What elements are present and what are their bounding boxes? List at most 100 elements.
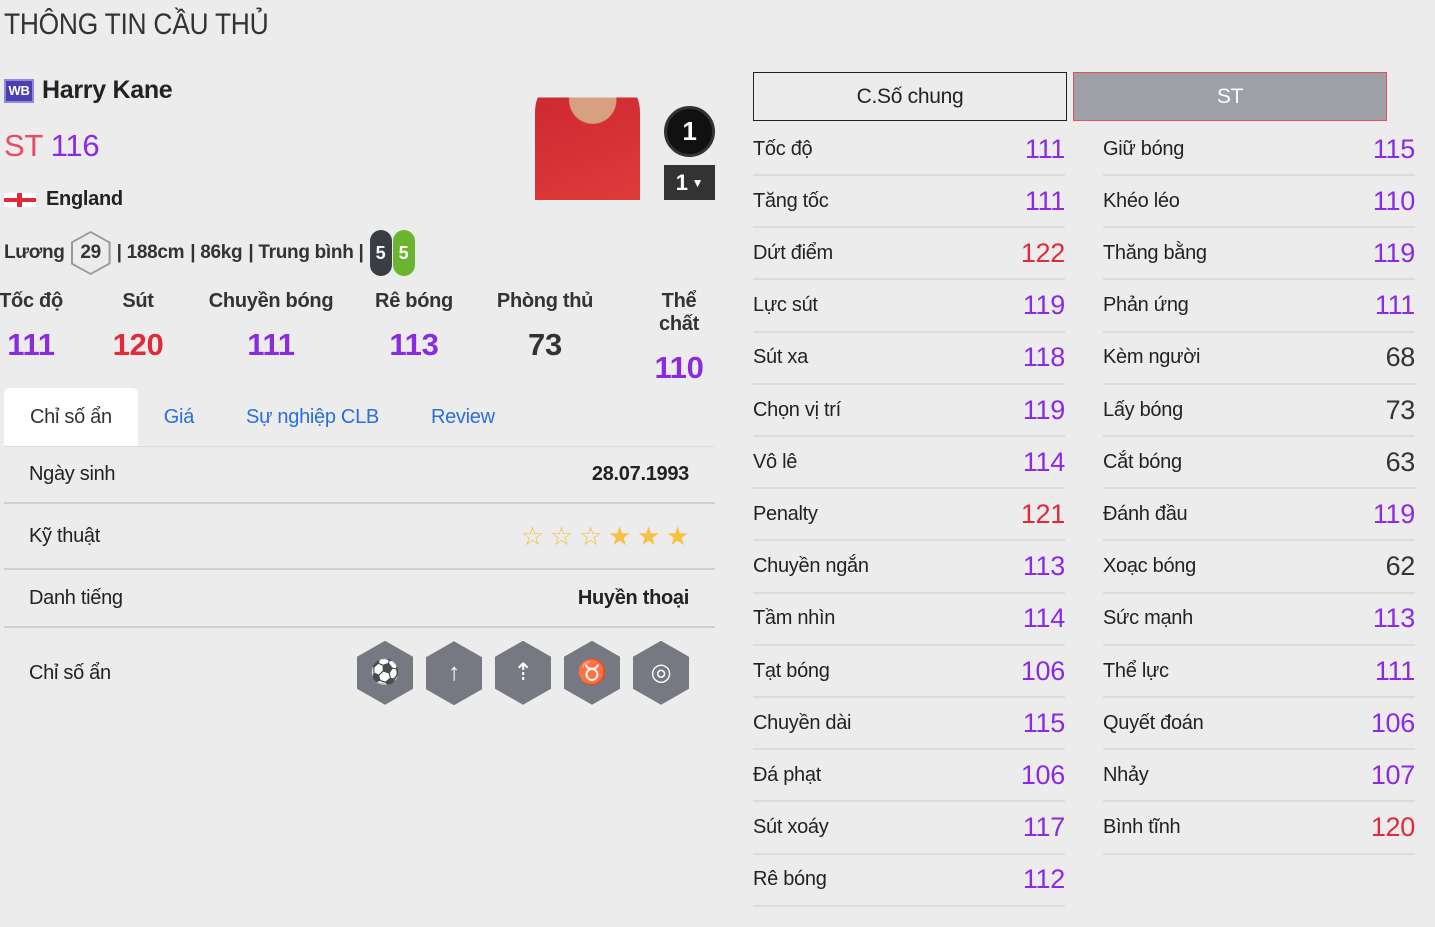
summary-stat-label: Thể chất [659, 290, 699, 335]
tab-review[interactable]: Review [430, 405, 495, 428]
detail-tabs: Chỉ số ẩn Giá Sự nghiệp CLB Review [4, 388, 521, 446]
stat-value: 62 [1385, 551, 1416, 582]
player-photo [535, 72, 640, 200]
stat-row: Tầm nhìn 114 [753, 594, 1065, 646]
summary-stat-value: 111 [247, 327, 295, 362]
stat-value: 119 [1372, 237, 1415, 268]
summary-stats: Tốc độ 111 Sút 120 Chuyền bóng 111 Rê bóng 113 P… [0, 290, 716, 385]
stat-label: Sút xa [753, 346, 808, 369]
tab-hidden-stats[interactable]: Chỉ số ẩn [4, 388, 138, 446]
stat-label: Sút xoáy [753, 816, 829, 839]
stat-value: 122 [1020, 237, 1065, 268]
stat-row: Xoạc bóng 62 [1103, 542, 1415, 594]
traits-row: Chỉ số ẩn ⚽ ↑ ⇡ ♉ ◎ [4, 628, 715, 718]
stat-row: Sút xa 118 [753, 333, 1065, 385]
level-dropdown[interactable]: 1 ▼ [664, 165, 715, 200]
stat-label: Tốc độ [753, 137, 813, 160]
stat-value: 121 [1020, 498, 1065, 529]
left-foot-icon: 5 [369, 230, 392, 276]
stat-value: 120 [1370, 812, 1415, 843]
stat-value: 111 [1024, 185, 1065, 216]
stat-label: Đánh đầu [1103, 502, 1188, 525]
tab-position-st[interactable]: ST [1073, 72, 1387, 121]
stat-row: Lấy bóng 73 [1103, 385, 1415, 437]
stat-value: 110 [1372, 185, 1415, 216]
stat-row: Thăng bằng 119 [1103, 228, 1415, 281]
stat-row: Thể lực 111 [1103, 646, 1415, 698]
stat-value: 107 [1370, 759, 1415, 790]
position-rating: ST 116 [4, 128, 100, 164]
summary-stat-value: 113 [389, 327, 439, 362]
star-filled-icon: ★ [636, 520, 660, 551]
level-value: 1 [675, 169, 688, 195]
stat-label: Xoạc bóng [1103, 555, 1196, 578]
stat-row: Lực sút 119 [753, 281, 1065, 333]
salary: 29 [80, 242, 101, 263]
england-flag-icon [4, 192, 36, 207]
skill-row: Kỹ thuật ☆ ☆ ☆ ★ ★ ★ [4, 504, 715, 570]
star-empty-icon: ☆ [549, 520, 573, 551]
traits-label: Chỉ số ẩn [29, 661, 111, 684]
tab-general-stats[interactable]: C.Số chung [753, 72, 1067, 121]
position: ST [4, 128, 43, 163]
traits-list: ⚽ ↑ ⇡ ♉ ◎ [344, 640, 689, 706]
stat-row: Rê bóng 112 [753, 855, 1065, 907]
stat-value: 106 [1020, 759, 1065, 790]
stat-value: 118 [1022, 342, 1065, 373]
player-name: Harry Kane [42, 76, 173, 104]
stat-value: 111 [1024, 133, 1065, 164]
stat-label: Tầm nhìn [753, 607, 836, 630]
summary-stat-label: Tốc độ [0, 290, 63, 312]
height: | 188cm [116, 242, 185, 263]
finesse-shot-icon: ⚽ [357, 640, 413, 705]
stat-label: Tăng tốc [753, 189, 829, 212]
stat-value: 111 [1374, 290, 1415, 321]
stat-row: Chuyền ngắn 113 [753, 542, 1065, 594]
stat-label: Dứt điểm [753, 241, 833, 264]
stat-label: Phản ứng [1103, 294, 1189, 317]
star-empty-icon: ☆ [520, 520, 544, 551]
player-name-row: WB Harry Kane [4, 76, 173, 105]
summary-stat: Chuyền bóng 111 [209, 290, 334, 363]
stat-label: Kèm người [1103, 346, 1201, 369]
stat-value: 114 [1022, 446, 1065, 477]
stat-label: Lấy bóng [1103, 398, 1183, 421]
stat-row: Nhảy 107 [1103, 750, 1415, 803]
reputation-label: Danh tiếng [29, 586, 123, 609]
tab-club-career[interactable]: Sự nghiệp CLB [246, 405, 379, 428]
stat-row: Cắt bóng 63 [1103, 437, 1416, 490]
stat-row: Penalty 121 [753, 489, 1065, 542]
summary-stat: Sút 120 [113, 290, 164, 363]
stat-label: Thăng bằng [1103, 241, 1207, 264]
stat-row: Quyết đoán 106 [1103, 698, 1415, 751]
summary-stat: Phòng thủ 73 [497, 290, 593, 363]
stat-value: 119 [1372, 498, 1415, 529]
stat-label: Chuyền dài [753, 711, 852, 734]
stat-value: 119 [1022, 290, 1065, 321]
stat-label: Penalty [753, 502, 818, 525]
reputation: Huyền thoại [577, 586, 689, 609]
summary-stat-value: 120 [112, 327, 164, 362]
stat-row: Sút xoáy 117 [753, 803, 1065, 855]
stat-row: Chuyền dài 115 [753, 698, 1065, 751]
stat-value: 111 [1374, 655, 1415, 686]
stat-label: Đá phạt [753, 763, 821, 786]
stat-row: Đánh đầu 119 [1103, 489, 1415, 542]
summary-stat: Rê bóng 113 [375, 290, 453, 363]
stat-label: Thể lực [1103, 659, 1169, 682]
stat-row: Kèm người 68 [1103, 333, 1415, 385]
weight: | 86kg [190, 242, 243, 263]
stat-label: Vô lê [753, 450, 798, 473]
stat-value: 106 [1370, 707, 1415, 738]
stat-value: 113 [1372, 603, 1415, 634]
nation-row: England [4, 188, 123, 211]
stat-value: 63 [1385, 446, 1416, 477]
star-filled-icon: ★ [607, 520, 631, 551]
summary-stat-value: 110 [654, 350, 704, 385]
tab-price[interactable]: Giá [163, 405, 195, 428]
salary-hex: 29 [70, 231, 111, 275]
reputation-row: Danh tiếng Huyền thoại [4, 570, 715, 628]
stat-row: Tạt bóng 106 [753, 646, 1065, 698]
power-header-icon: ⇡ [495, 640, 551, 705]
stat-value: 106 [1020, 655, 1065, 686]
